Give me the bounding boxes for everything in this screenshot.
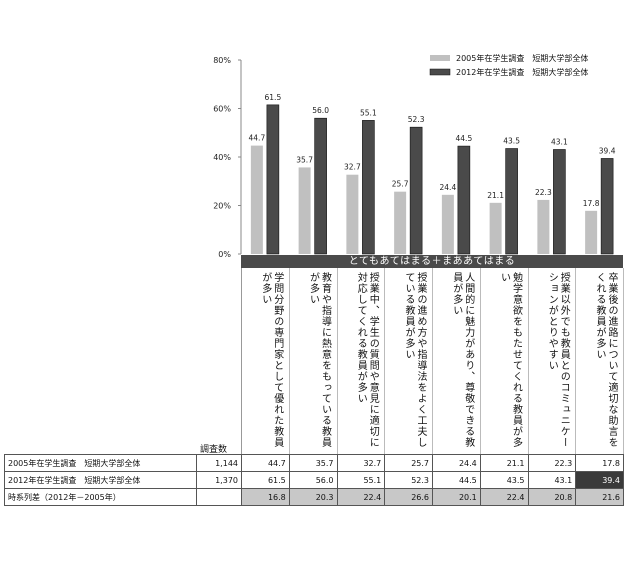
legend-label: 2012年在学生調査 短期大学部全体 <box>456 67 588 77</box>
legend-label: 2005年在学生調査 短期大学部全体 <box>456 53 588 63</box>
table-cell: 55.1 <box>336 471 386 489</box>
category-labels: 学問分野の専門家として優れた教員が多い 教育や指導に熱意をもっている教員が多い … <box>241 268 624 454</box>
table-row: 2012年在学生調査 短期大学部全体 1,370 61.5 56.0 55.1 … <box>4 471 624 489</box>
bar <box>441 194 454 254</box>
table-cell: 32.7 <box>336 454 386 472</box>
category-label: 教育や指導に熱意をもっている教員が多い <box>307 272 331 448</box>
bar <box>457 145 471 255</box>
data-table: 2005年在学生調査 短期大学部全体 1,144 44.7 35.7 32.7 … <box>4 454 624 506</box>
table-cell: 22.4 <box>479 488 529 506</box>
bar <box>346 174 359 254</box>
legend-swatch <box>429 68 451 76</box>
bar <box>409 126 423 255</box>
bar <box>600 158 614 255</box>
category-cell: 教育や指導に熱意をもっている教員が多い <box>290 268 338 454</box>
y-tick-label: 0% <box>218 250 231 259</box>
bar-value-label: 52.3 <box>408 115 425 124</box>
table-cell: 43.1 <box>527 471 577 489</box>
table-cell: 44.5 <box>432 471 481 489</box>
bar-value-label: 61.5 <box>265 93 282 102</box>
table-cell: 21.6 <box>575 488 624 506</box>
sample-size-header: 調査数 <box>200 445 228 455</box>
bar-value-label: 43.1 <box>551 137 568 146</box>
category-cell: 学問分野の専門家として優れた教員が多い <box>242 268 290 454</box>
category-cell: 人間的に魅力があり、尊敬できる教員が多い <box>433 268 481 454</box>
table-row: 2005年在学生調査 短期大学部全体 1,144 44.7 35.7 32.7 … <box>4 454 624 472</box>
category-cell: 授業以外でも教員とのコミュニケーションがとりやすい <box>529 268 577 454</box>
category-label: 授業中、学生の質問や意見に適切に対応してくれる教員が多い <box>355 272 379 448</box>
y-tick-label: 80% <box>213 56 231 65</box>
category-label: 勉学意欲をもたせてくれる教員が多い <box>498 272 522 448</box>
table-row: 時系列差（2012年－2005年） 16.8 20.3 22.4 26.6 20… <box>4 488 624 506</box>
table-cell: 20.1 <box>432 488 481 506</box>
y-tick-label: 40% <box>213 153 231 162</box>
category-label: 授業以外でも教員とのコミュニケーションがとりやすい <box>546 272 570 448</box>
category-cell: 授業中、学生の質問や意見に適切に対応してくれる教員が多い <box>338 268 386 454</box>
category-label: 卒業後の進路について適切な助言をくれる教員が多い <box>594 272 617 448</box>
table-cell: 24.4 <box>432 454 481 472</box>
category-cell: 授業の進め方や指導法をよく工夫している教員が多い <box>385 268 433 454</box>
bar-value-label: 56.0 <box>312 106 329 115</box>
table-cell: 20.3 <box>288 488 338 506</box>
bar-value-label: 44.7 <box>249 134 266 143</box>
bar-value-label: 32.7 <box>344 163 361 172</box>
category-label: 授業の進め方や指導法をよく工夫している教員が多い <box>403 272 426 448</box>
table-cell: 43.5 <box>479 471 529 489</box>
bar-value-label: 25.7 <box>392 180 409 189</box>
bar <box>537 199 550 254</box>
bar <box>250 145 263 254</box>
row-label: 2012年在学生調査 短期大学部全体 <box>4 471 197 489</box>
table-cell: 35.7 <box>288 454 338 472</box>
category-label: 人間的に魅力があり、尊敬できる教員が多い <box>450 272 474 448</box>
table-cell: 61.5 <box>241 471 290 489</box>
table-cell-highlighted: 39.4 <box>575 471 624 489</box>
bar <box>553 149 566 255</box>
bar <box>266 104 280 255</box>
chart-legend: 2005年在学生調査 短期大学部全体 2012年在学生調査 短期大学部全体 <box>429 53 588 77</box>
table-cell: 26.6 <box>384 488 433 506</box>
y-tick-label: 20% <box>213 202 231 211</box>
bar-value-label: 43.5 <box>503 137 520 146</box>
bar-value-label: 24.4 <box>440 183 457 192</box>
bar <box>394 191 407 254</box>
bar <box>314 117 327 255</box>
bar <box>505 148 518 255</box>
category-label: 学問分野の専門家として優れた教員が多い <box>259 272 283 448</box>
bar <box>298 167 311 254</box>
bar-chart: 0% 20% 40% 60% 80% 44.7 61.5 35.7 56.0 32.7 55.1 2… <box>213 53 616 259</box>
bar-value-label: 35.7 <box>296 155 313 164</box>
table-cell: 44.7 <box>241 454 290 472</box>
table-cell: 17.8 <box>575 454 624 472</box>
response-banner: とてもあてはまる＋まああてはまる <box>241 255 623 268</box>
bar-value-label: 55.1 <box>360 108 377 117</box>
table-cell: 20.8 <box>527 488 577 506</box>
table-cell: 56.0 <box>288 471 338 489</box>
table-cell: 21.1 <box>479 454 529 472</box>
category-cell: 卒業後の進路について適切な助言をくれる教員が多い <box>576 268 624 454</box>
table-cell: 22.4 <box>336 488 386 506</box>
legend-swatch <box>430 55 450 61</box>
sample-size: 1,144 <box>196 454 242 472</box>
bar-value-label: 17.8 <box>583 199 600 208</box>
bar-value-label: 21.1 <box>487 191 504 200</box>
category-cell: 勉学意欲をもたせてくれる教員が多い <box>481 268 529 454</box>
table-cell: 25.7 <box>384 454 433 472</box>
sample-size <box>196 488 242 506</box>
sample-size: 1,370 <box>196 471 242 489</box>
y-tick-label: 60% <box>213 105 231 114</box>
bar-value-label: 39.4 <box>599 146 616 155</box>
bar-value-label: 22.3 <box>535 188 552 197</box>
row-label: 時系列差（2012年－2005年） <box>4 488 197 506</box>
bar-value-label: 44.5 <box>456 134 473 143</box>
bar <box>362 120 375 255</box>
table-cell: 22.3 <box>527 454 577 472</box>
table-cell: 16.8 <box>241 488 290 506</box>
bar <box>489 202 502 254</box>
table-cell: 52.3 <box>384 471 433 489</box>
bar <box>585 210 598 254</box>
row-label: 2005年在学生調査 短期大学部全体 <box>4 454 197 472</box>
